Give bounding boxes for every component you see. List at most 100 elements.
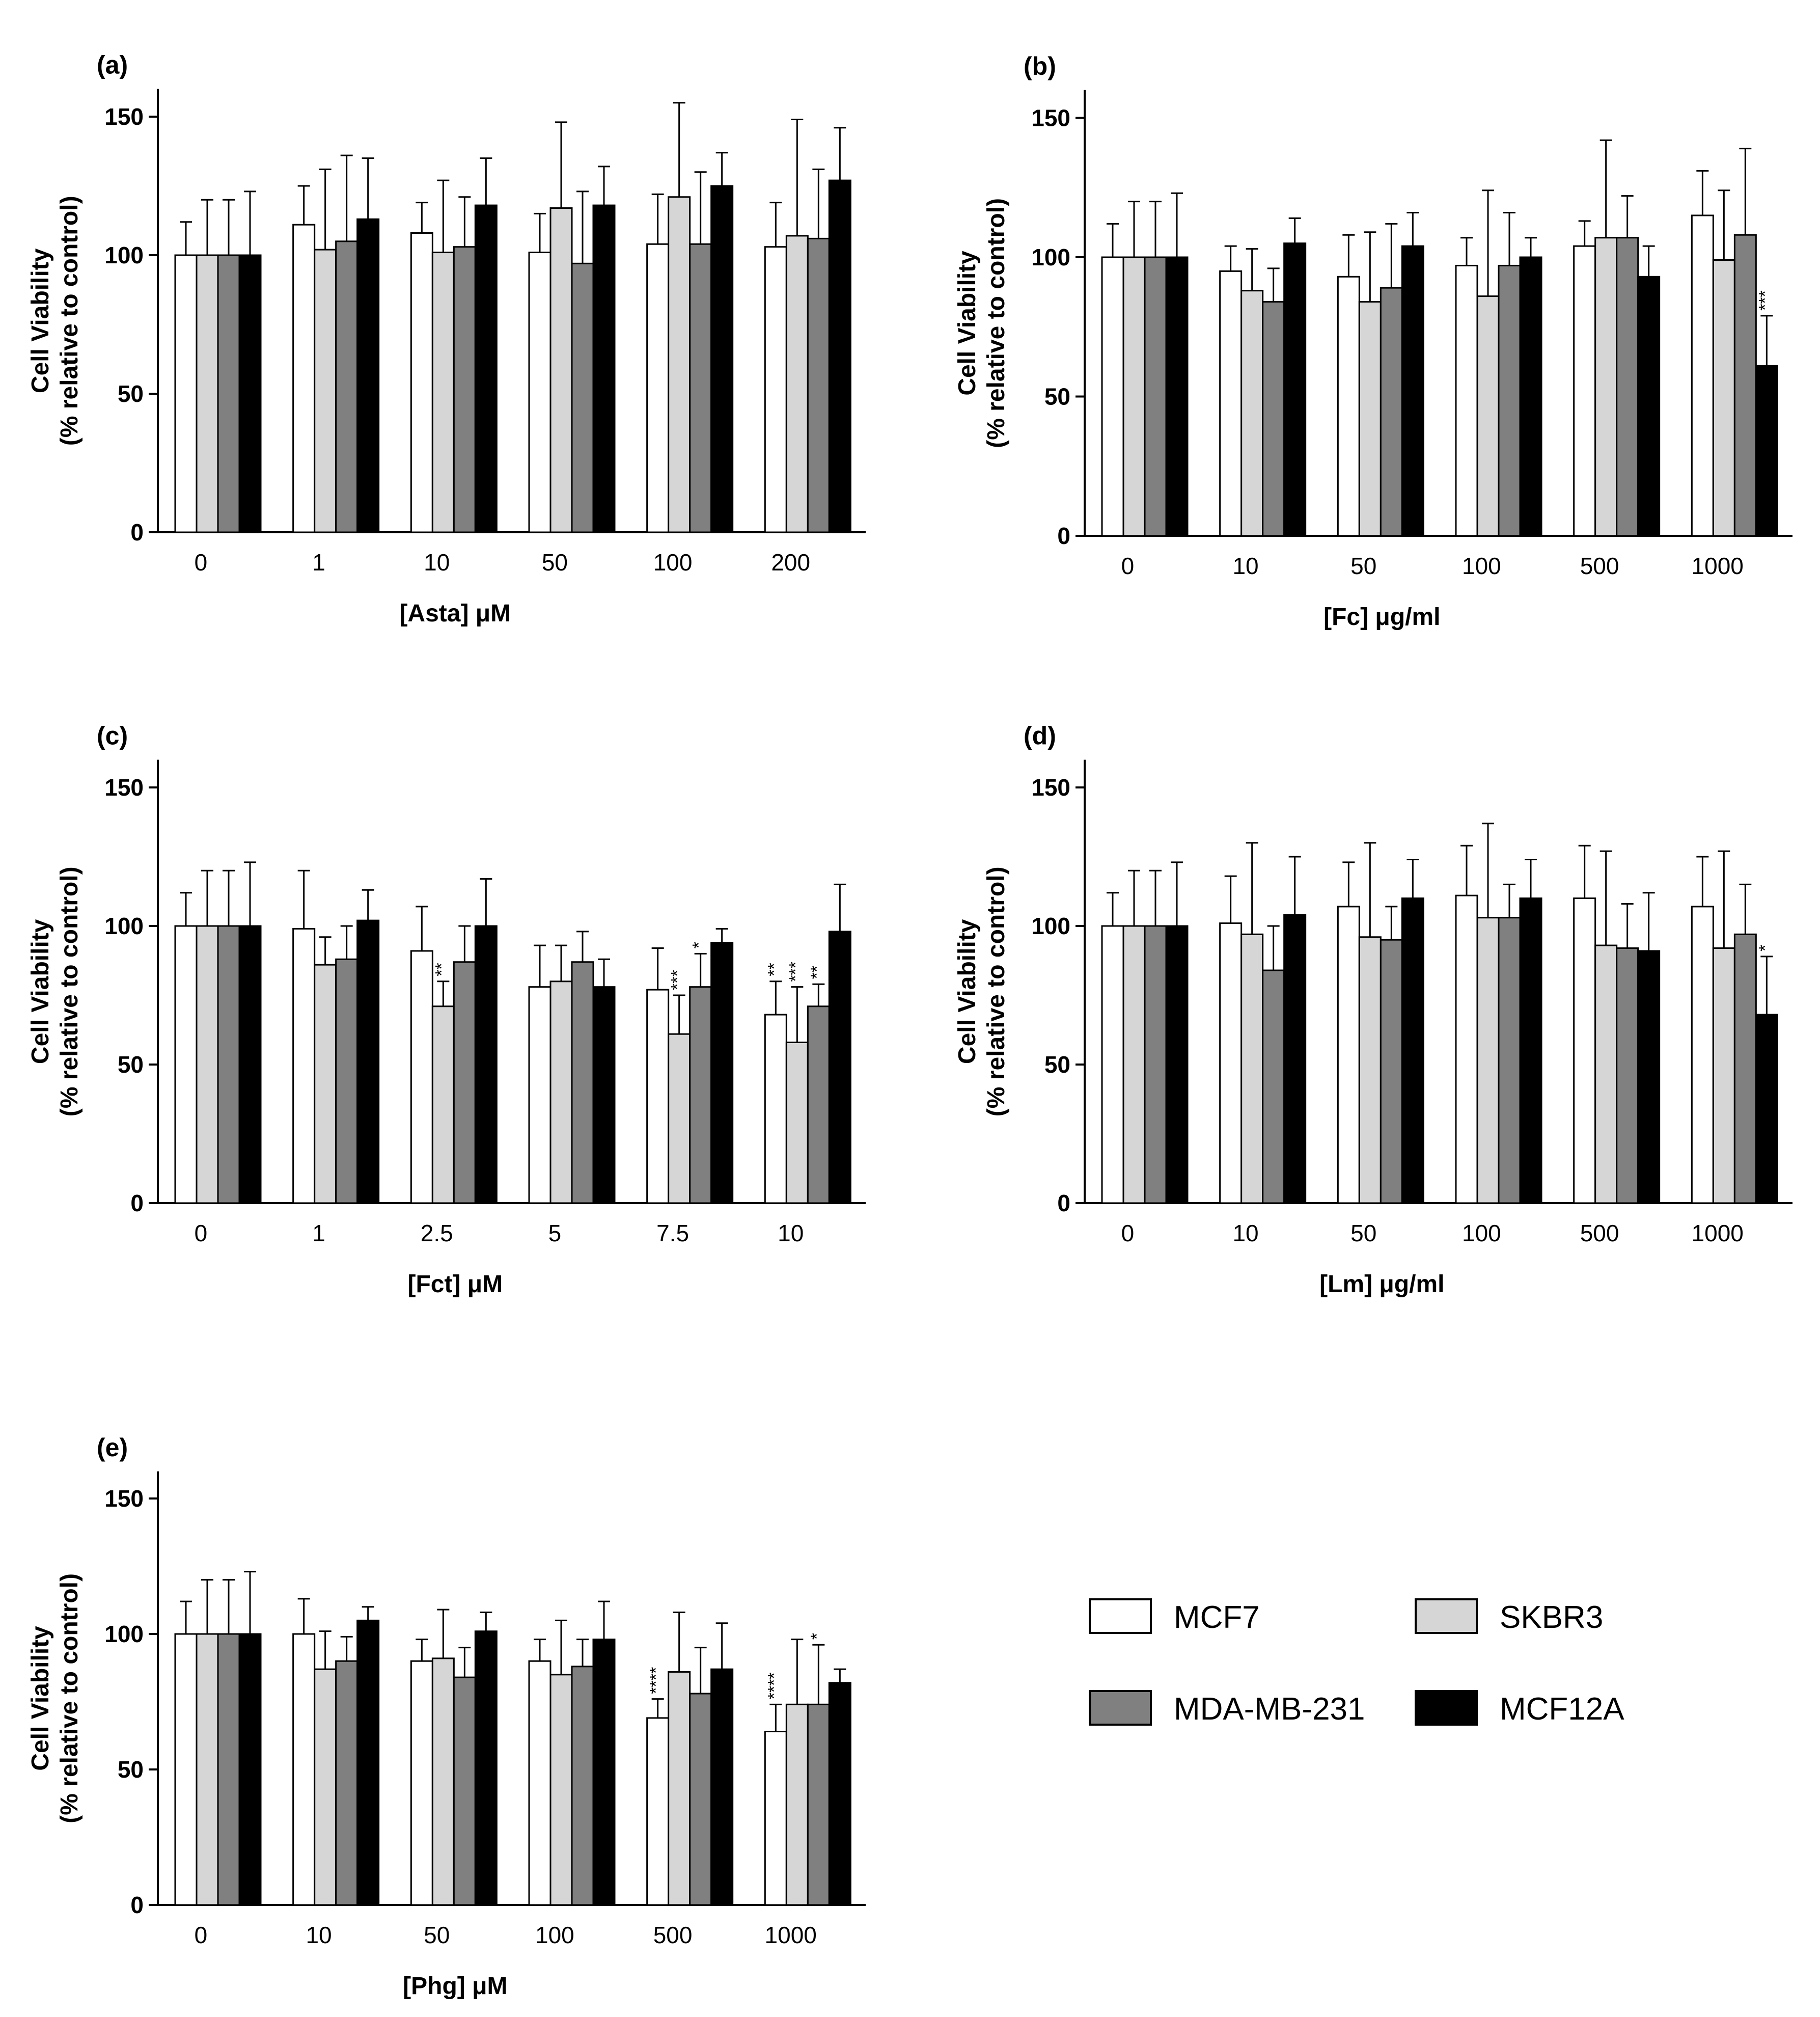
bar-mcf12a	[1755, 1014, 1778, 1204]
bar-mcf7	[1101, 925, 1124, 1204]
bar-skbr3	[549, 207, 573, 533]
bar-mda-mb-231	[453, 961, 476, 1204]
bar-mcf7	[764, 1731, 787, 1906]
bar-skbr3	[314, 249, 337, 533]
bar-mcf12a	[710, 942, 734, 1204]
bar-skbr3	[196, 254, 219, 533]
bar-mcf7	[292, 224, 316, 533]
legend: MCF7 SKBR3 MDA-MB-231 MCF12A	[1089, 1598, 1624, 1727]
x-tick-label: 50	[542, 549, 568, 576]
legend-swatch-mcf12a	[1415, 1690, 1478, 1726]
bar-mcf12a	[1519, 897, 1542, 1204]
x-tick-label: 0	[195, 549, 208, 576]
bar-mda-mb-231	[807, 1005, 830, 1204]
legend-swatch-skbr3	[1415, 1598, 1478, 1634]
x-tick-label: 10	[1232, 1220, 1258, 1246]
bar-mcf7	[292, 928, 316, 1204]
y-tick-label: 100	[1031, 244, 1070, 270]
bar-mcf7	[1455, 894, 1478, 1204]
bar-mda-mb-231	[335, 240, 359, 533]
x-tick-label: 200	[771, 549, 810, 576]
bar-mda-mb-231	[807, 1703, 830, 1906]
bar-mcf12a	[1283, 914, 1307, 1204]
y-tick-label: 50	[1044, 384, 1070, 410]
bar-mda-mb-231	[571, 961, 594, 1204]
x-tick-label: 10	[1232, 553, 1258, 579]
x-tick-label: 100	[1462, 1220, 1501, 1246]
bar-mcf12a	[828, 931, 851, 1204]
bar-mda-mb-231	[571, 262, 594, 533]
bar-mda-mb-231	[1733, 933, 1757, 1204]
significance-marker: **	[807, 966, 826, 979]
x-axis-title: [Lm] μg/ml	[1319, 1271, 1444, 1298]
bar-mcf7	[646, 243, 670, 533]
bar-skbr3	[785, 1041, 809, 1204]
bar-mda-mb-231	[1498, 264, 1521, 537]
bar-mda-mb-231	[1144, 256, 1167, 537]
y-tick-label: 150	[104, 103, 144, 130]
y-tick-label: 50	[118, 380, 144, 407]
bar-mcf12a	[238, 254, 262, 533]
bar-skbr3	[785, 235, 809, 533]
bar-skbr3	[549, 980, 573, 1204]
x-tick-label: 100	[1462, 553, 1501, 579]
bar-mda-mb-231	[1498, 917, 1521, 1204]
y-axis-title-line2: (% relative to control)	[56, 866, 83, 1116]
significance-marker: ***	[1755, 290, 1775, 311]
y-tick-label: 0	[130, 1190, 144, 1216]
bar-skbr3	[785, 1703, 809, 1906]
bar-mcf12a	[1401, 245, 1424, 537]
bar-mcf12a	[710, 185, 734, 533]
bar-skbr3	[1476, 295, 1500, 537]
bar-mcf7	[1101, 256, 1124, 537]
bar-mda-mb-231	[335, 1660, 359, 1906]
y-tick-label: 150	[104, 1485, 144, 1512]
bar-mcf12a	[1637, 950, 1661, 1204]
legend-swatch-mda-mb-231	[1089, 1690, 1152, 1726]
x-tick-label: 500	[1580, 553, 1619, 579]
y-tick-label: 0	[1057, 1190, 1070, 1216]
bar-skbr3	[1358, 301, 1382, 537]
bar-mcf7	[528, 986, 551, 1204]
bar-mcf7	[646, 1717, 670, 1906]
bar-skbr3	[1594, 944, 1618, 1204]
legend-label: MDA-MB-231	[1174, 1692, 1365, 1727]
significance-marker: **	[432, 963, 451, 976]
bar-skbr3	[668, 1671, 691, 1906]
x-tick-label: 0	[195, 1922, 208, 1948]
bar-mcf7	[174, 254, 198, 533]
bar-mcf7	[1455, 264, 1478, 537]
x-tick-label: 0	[1121, 1220, 1135, 1246]
bar-mda-mb-231	[1616, 237, 1639, 537]
x-tick-label: 1000	[1692, 553, 1744, 579]
bar-mcf12a	[710, 1668, 734, 1906]
bar-mcf7	[410, 232, 433, 533]
x-tick-label: 500	[1580, 1220, 1619, 1246]
y-tick-label: 100	[104, 913, 144, 939]
y-tick-label: 50	[118, 1051, 144, 1078]
bar-skbr3	[1122, 925, 1146, 1204]
significance-marker: ****	[647, 1667, 666, 1694]
bar-mcf12a	[1283, 242, 1307, 537]
x-tick-label: 100	[535, 1922, 574, 1948]
bar-skbr3	[549, 1674, 573, 1906]
y-axis-title: Cell Viability	[954, 919, 981, 1064]
bar-mcf12a	[356, 1619, 380, 1906]
significance-marker: *	[1755, 945, 1775, 951]
bar-skbr3	[314, 964, 337, 1204]
legend-swatch-mcf7	[1089, 1598, 1152, 1634]
panel-label: (c)	[97, 722, 128, 750]
bar-mcf7	[1691, 214, 1714, 537]
bar-mda-mb-231	[689, 986, 712, 1204]
bar-mcf7	[1691, 906, 1714, 1204]
bar-mcf12a	[828, 179, 851, 533]
y-tick-label: 0	[1057, 523, 1070, 549]
panel-label: (b)	[1024, 52, 1056, 80]
y-axis-title: Cell Viability	[954, 251, 981, 396]
x-tick-label: 0	[195, 1220, 208, 1246]
x-tick-label: 50	[1350, 1220, 1376, 1246]
